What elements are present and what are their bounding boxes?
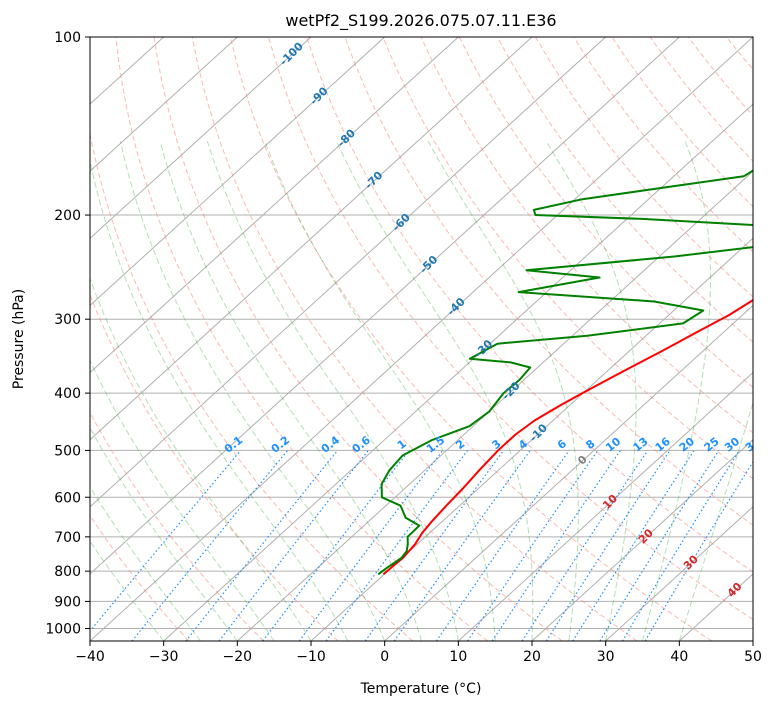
dry-adiabat-30 bbox=[191, 37, 638, 641]
plot-frame bbox=[89, 36, 754, 642]
mixing-ratio-line-9 bbox=[435, 450, 570, 641]
dry-adiabat--20 bbox=[90, 411, 264, 641]
x-tick-label-9: 50 bbox=[744, 649, 762, 665]
isotherm--40 bbox=[90, 37, 753, 641]
isotherm--80 bbox=[90, 37, 459, 374]
dewpoint-profile-line bbox=[377, 169, 753, 576]
dry-adiabat-0 bbox=[90, 131, 414, 641]
isotherm--50 bbox=[90, 37, 680, 575]
mixing-ratio-line-15 bbox=[599, 450, 720, 641]
mixing-ratio-line-7 bbox=[364, 450, 505, 641]
moist-adiabat-10 bbox=[206, 141, 459, 641]
moist-adiabat-0 bbox=[119, 141, 386, 641]
dry-adiabat-10 bbox=[115, 37, 488, 641]
mixing-ratio-line-6 bbox=[325, 450, 468, 641]
y-tick-label-8: 900 bbox=[54, 594, 81, 610]
isotherm--60 bbox=[90, 37, 607, 508]
x-tick-label-0: −40 bbox=[75, 649, 105, 665]
y-tick-label-5: 600 bbox=[54, 490, 81, 506]
y-tick-label-7: 800 bbox=[54, 564, 81, 580]
isotherm-0 bbox=[384, 304, 753, 641]
moist-adiabat-35 bbox=[642, 141, 711, 641]
mixing-ratio-line-11 bbox=[491, 450, 621, 641]
x-tick-label-8: 40 bbox=[670, 649, 688, 665]
y-tick-label-1: 200 bbox=[54, 208, 81, 224]
tick-layer: −40 −30 −20 −10 0 10 20 30 40 50 100 200 300 400 500 60… bbox=[45, 30, 762, 665]
mixing-ratio-layer bbox=[90, 450, 753, 641]
moist-adiabat-15 bbox=[264, 141, 496, 641]
temperature-profile-line bbox=[382, 298, 753, 576]
y-tick-label-6: 700 bbox=[54, 530, 81, 546]
x-tick-label-2: −20 bbox=[223, 649, 253, 665]
grid-layer bbox=[90, 37, 753, 641]
mixing-ratio-line-12 bbox=[521, 450, 649, 641]
isotherm-10 bbox=[457, 371, 753, 641]
mixing-ratio-line-1 bbox=[131, 450, 289, 641]
dry-adiabat-70 bbox=[344, 37, 753, 526]
dry-adiabat-120 bbox=[535, 37, 753, 298]
isotherm--100 bbox=[90, 37, 312, 240]
y-axis-label: Pressure (hPa) bbox=[11, 289, 27, 389]
dry-adiabat-60 bbox=[306, 37, 753, 573]
moist-adiabat-5 bbox=[159, 141, 422, 641]
mixing-ratio-line-8 bbox=[393, 450, 531, 641]
mixing-ratio-line-5 bbox=[298, 450, 444, 641]
y-tick-label-4: 500 bbox=[54, 443, 81, 459]
moist-adiabat--25 bbox=[90, 485, 201, 641]
isotherm--90 bbox=[90, 37, 386, 307]
isotherm--20 bbox=[236, 170, 753, 641]
mixing-ratio-line-2 bbox=[185, 450, 339, 641]
isotherm--30 bbox=[163, 103, 753, 641]
x-tick-label-1: −30 bbox=[149, 649, 179, 665]
mixing-ratio-line-0 bbox=[90, 450, 242, 632]
dry-adiabat-50 bbox=[268, 37, 753, 621]
y-tick-label-9: 1000 bbox=[45, 621, 81, 637]
moist-adiabat--30 bbox=[90, 540, 165, 641]
moist-adiabat--15 bbox=[90, 359, 275, 641]
y-tick-label-2: 300 bbox=[54, 312, 81, 328]
x-tick-label-7: 30 bbox=[597, 649, 615, 665]
moist-adiabat--10 bbox=[90, 276, 312, 641]
moist-adiabat-40 bbox=[678, 401, 753, 641]
mixing-ratio-line-4 bbox=[262, 450, 410, 641]
moist-adiabat--20 bbox=[90, 426, 238, 641]
y-tick-label-3: 400 bbox=[54, 386, 81, 402]
isotherm--70 bbox=[90, 37, 533, 441]
dry-adiabat-110 bbox=[496, 37, 753, 343]
mixing-ratio-line-13 bbox=[545, 450, 671, 641]
x-axis-label: Temperature (°C) bbox=[360, 681, 482, 697]
x-tick-label-3: −10 bbox=[296, 649, 326, 665]
x-tick-label-4: 0 bbox=[380, 649, 389, 665]
mixing-ratio-line-14 bbox=[572, 450, 695, 641]
moist-adiabat--5 bbox=[90, 158, 349, 641]
chart-title: wetPf2_S199.2026.075.07.11.E36 bbox=[285, 11, 556, 31]
x-tick-label-6: 20 bbox=[523, 649, 541, 665]
isotherm-30 bbox=[605, 506, 753, 641]
moist-adiabat-25 bbox=[427, 140, 579, 641]
mixing-ratio-line-10 bbox=[466, 450, 599, 641]
moist-adiabat-30 bbox=[545, 140, 637, 641]
mixing-ratio-label-17: 36 bbox=[743, 435, 763, 455]
x-tick-label-5: 10 bbox=[449, 649, 467, 665]
isotherm--110 bbox=[90, 37, 238, 172]
dry-adiabat-20 bbox=[153, 37, 563, 641]
y-tick-label-0: 100 bbox=[54, 30, 81, 46]
mixing-ratio-line-16 bbox=[621, 450, 740, 641]
dry-adiabat-40 bbox=[229, 37, 712, 641]
moist-adiabat-20 bbox=[336, 140, 534, 641]
profile-layer bbox=[377, 169, 753, 576]
isotherm-20 bbox=[531, 438, 753, 641]
